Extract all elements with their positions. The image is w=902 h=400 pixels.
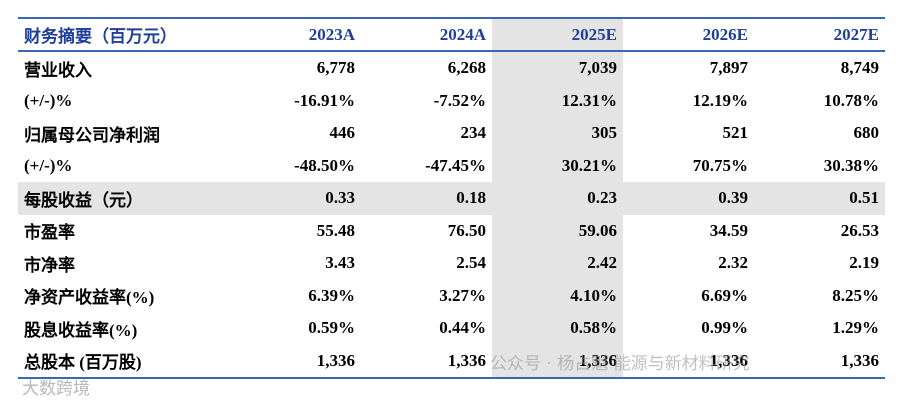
- table-row: 营业收入 6,778 6,268 7,039 7,897 8,749: [18, 51, 885, 85]
- column-header: 2026E: [623, 17, 754, 52]
- table-row: 净资产收益率(%) 6.39% 3.27% 4.10% 6.69% 8.25%: [18, 279, 885, 312]
- row-label: 总股本 (百万股): [18, 344, 230, 379]
- row-label: 股息收益率(%): [24, 320, 138, 340]
- watermark: 大数跨境: [22, 379, 90, 399]
- column-header: 2024A: [361, 17, 492, 52]
- cell-value: 1,336: [230, 344, 361, 379]
- column-header: 2027E: [754, 17, 885, 52]
- cell-value: 0.18: [361, 182, 492, 215]
- table-title: 财务摘要（百万元）: [18, 17, 230, 52]
- cell-value: 1.29%: [832, 318, 879, 338]
- row-label: 归属母公司净利润: [24, 125, 160, 145]
- row-label: 净资产收益率(%): [24, 288, 155, 308]
- cell-value: 10.78%: [823, 90, 879, 110]
- cell-value: 6.39%: [308, 285, 355, 305]
- cell-value: 0.39: [623, 182, 754, 215]
- cell-value: 7,039: [492, 51, 623, 85]
- cell-value: 1,336: [754, 344, 885, 379]
- cell-value: 446: [329, 123, 356, 143]
- row-label: 市净率: [24, 255, 75, 275]
- cell-value: 1,336: [623, 344, 754, 379]
- cell-value: 0.59%: [308, 318, 355, 338]
- cell-value: 70.75%: [692, 155, 748, 175]
- cell-value: 234: [460, 123, 487, 143]
- cell-value: 2.19: [849, 253, 879, 273]
- cell-value: 12.19%: [692, 90, 748, 110]
- table-row: 总股本 (百万股) 1,336 1,336 1,336 1,336 1,336: [18, 344, 885, 379]
- cell-value: -48.50%: [294, 155, 355, 175]
- row-label: 每股收益（元）: [18, 182, 230, 215]
- header-row: 财务摘要（百万元） 2023A 2024A 2025E 2026E 2027E: [18, 17, 885, 52]
- cell-value: 2.42: [492, 247, 623, 280]
- table-row: (+/-)% -16.91% -7.52% 12.31% 12.19% 10.78%: [18, 84, 885, 117]
- cell-value: 1,336: [492, 344, 623, 379]
- cell-value: 3.43: [325, 253, 355, 273]
- cell-value: 6.69%: [701, 285, 748, 305]
- cell-value: 12.31%: [492, 84, 623, 117]
- cell-value: 0.44%: [439, 318, 486, 338]
- cell-value: 8.25%: [832, 285, 879, 305]
- column-header: 2023A: [230, 17, 361, 52]
- row-label: 市盈率: [24, 223, 75, 243]
- cell-value: 2.54: [456, 253, 486, 273]
- cell-value: 59.06: [492, 214, 623, 247]
- cell-value: 26.53: [840, 220, 879, 240]
- cell-value: 34.59: [709, 220, 748, 240]
- cell-value: 2.32: [718, 253, 748, 273]
- cell-value: 30.21%: [492, 149, 623, 182]
- row-label: (+/-)%: [24, 90, 73, 110]
- cell-value: 6,778: [316, 58, 355, 78]
- table-row: 股息收益率(%) 0.59% 0.44% 0.58% 0.99% 1.29%: [18, 312, 885, 345]
- cell-value: 0.33: [230, 182, 361, 215]
- cell-value: 680: [853, 123, 880, 143]
- financial-table: 财务摘要（百万元） 2023A 2024A 2025E 2026E 2027E 营业收入 6…: [18, 17, 885, 379]
- cell-value: 0.58%: [492, 312, 623, 345]
- cell-value: 305: [492, 117, 623, 150]
- row-label: (+/-)%: [24, 155, 73, 175]
- cell-value: 76.50: [447, 220, 486, 240]
- cell-value: 0.99%: [701, 318, 748, 338]
- cell-value: 0.23: [492, 182, 623, 215]
- cell-value: 4.10%: [492, 279, 623, 312]
- cell-value: 55.48: [316, 220, 355, 240]
- cell-value: 3.27%: [439, 285, 486, 305]
- cell-value: -7.52%: [433, 90, 486, 110]
- table-row: 每股收益（元） 0.33 0.18 0.23 0.39 0.51: [18, 182, 885, 215]
- watermark: 公众号 · 杨占魁 能源与新材料研究: [490, 354, 750, 374]
- cell-value: 0.51: [754, 182, 885, 215]
- column-header: 2025E: [492, 17, 623, 52]
- table-row: 归属母公司净利润 446 234 305 521 680: [18, 117, 885, 150]
- table-row: 市净率 3.43 2.54 2.42 2.32 2.19: [18, 247, 885, 280]
- cell-value: 30.38%: [823, 155, 879, 175]
- cell-value: -16.91%: [294, 90, 355, 110]
- cell-value: 7,897: [709, 58, 748, 78]
- cell-value: -47.45%: [425, 155, 486, 175]
- cell-value: 1,336: [361, 344, 492, 379]
- row-label: 营业收入: [24, 60, 92, 80]
- cell-value: 521: [722, 123, 749, 143]
- cell-value: 6,268: [447, 58, 486, 78]
- table-row: (+/-)% -48.50% -47.45% 30.21% 70.75% 30.38%: [18, 149, 885, 182]
- table-row: 市盈率 55.48 76.50 59.06 34.59 26.53: [18, 214, 885, 247]
- cell-value: 8,749: [840, 58, 879, 78]
